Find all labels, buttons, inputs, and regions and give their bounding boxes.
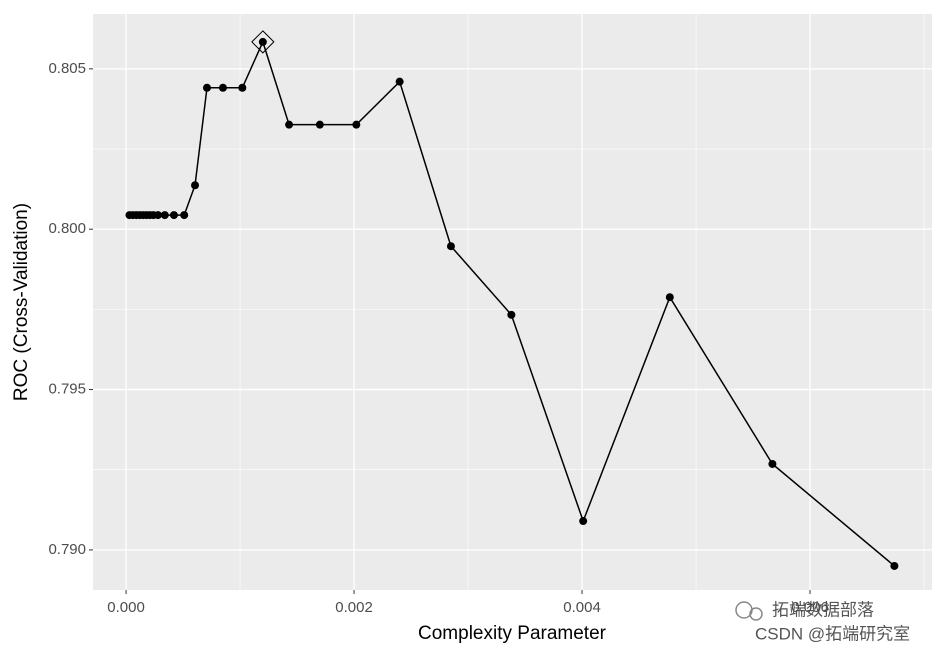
point [202,83,211,92]
x-tick-label: 0.002 [335,599,373,616]
point [238,83,247,92]
x-tick-label: 0.004 [563,599,601,616]
point [258,37,267,46]
point [218,83,227,92]
point [169,211,178,220]
point [890,561,899,570]
point [160,211,169,220]
point [395,77,404,86]
watermark: 拓端数据部落 [772,600,874,619]
watermark: CSDN @拓端研究室 [755,624,910,643]
y-tick-label: 0.795 [48,381,86,398]
point [507,310,516,319]
point [352,120,361,129]
y-tick-label: 0.790 [48,541,86,558]
point [665,293,674,302]
point [285,120,294,129]
grid [93,14,932,590]
y-tick-label: 0.800 [48,220,86,237]
best-marker [251,30,275,54]
point [180,211,189,220]
point [153,211,162,220]
point [579,517,588,526]
x-tick-label: 0.000 [107,599,145,616]
marks [125,30,899,570]
point [446,242,455,251]
panel [93,14,932,590]
point [768,459,777,468]
x-tick-label: 0.006 [791,599,829,616]
watermark-icon [735,601,763,621]
y-tick-label: 0.805 [48,60,86,77]
point [191,181,200,190]
point [315,120,324,129]
y-axis-title: ROC (Cross-Validation) [11,203,32,401]
x-axis-title: Complexity Parameter [418,623,607,644]
